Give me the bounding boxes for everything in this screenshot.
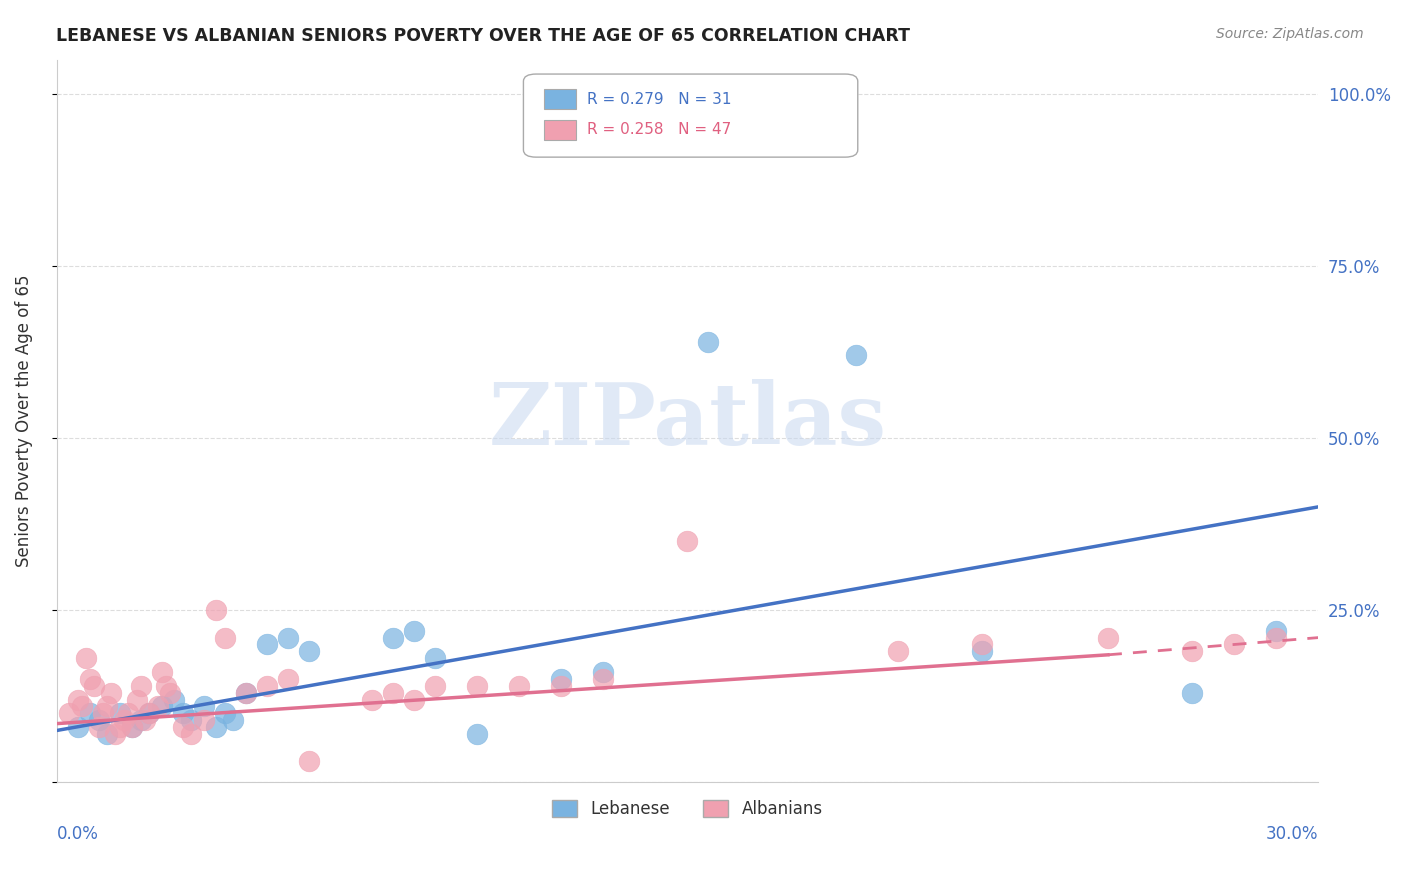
Point — [845, 349, 868, 363]
Point — [1265, 631, 1288, 645]
Point — [382, 631, 405, 645]
Point — [180, 727, 202, 741]
Point — [104, 727, 127, 741]
Point — [70, 699, 93, 714]
Point — [1097, 631, 1119, 645]
Point — [100, 686, 122, 700]
Point — [235, 686, 257, 700]
Point — [1181, 644, 1204, 658]
Point — [193, 713, 215, 727]
Point — [159, 686, 181, 700]
Point — [150, 699, 173, 714]
Point — [205, 603, 228, 617]
Legend: Lebanese, Albanians: Lebanese, Albanians — [546, 793, 830, 824]
Point — [91, 706, 114, 721]
Point — [550, 679, 572, 693]
Point — [256, 638, 278, 652]
Point — [58, 706, 80, 721]
Point — [1265, 624, 1288, 638]
Point — [75, 651, 97, 665]
Text: Source: ZipAtlas.com: Source: ZipAtlas.com — [1216, 27, 1364, 41]
Point — [172, 720, 194, 734]
Text: R = 0.279   N = 31: R = 0.279 N = 31 — [586, 92, 731, 107]
Point — [970, 644, 993, 658]
Text: LEBANESE VS ALBANIAN SENIORS POVERTY OVER THE AGE OF 65 CORRELATION CHART: LEBANESE VS ALBANIAN SENIORS POVERTY OVE… — [56, 27, 910, 45]
Point — [697, 334, 720, 349]
Point — [138, 706, 160, 721]
Text: 0.0%: 0.0% — [56, 825, 98, 844]
Point — [214, 706, 236, 721]
Point — [87, 713, 110, 727]
Point — [163, 692, 186, 706]
Point — [129, 713, 152, 727]
Point — [66, 692, 89, 706]
Point — [193, 699, 215, 714]
Point — [180, 713, 202, 727]
Y-axis label: Seniors Poverty Over the Age of 65: Seniors Poverty Over the Age of 65 — [15, 275, 32, 567]
Point — [108, 706, 131, 721]
Point — [550, 672, 572, 686]
Point — [404, 692, 426, 706]
Point — [96, 699, 118, 714]
Point — [112, 713, 135, 727]
Point — [1223, 638, 1246, 652]
Point — [96, 727, 118, 741]
Point — [214, 631, 236, 645]
Point — [361, 692, 384, 706]
Point — [129, 679, 152, 693]
Text: ZIPatlas: ZIPatlas — [488, 379, 886, 463]
Point — [508, 679, 530, 693]
Point — [277, 672, 299, 686]
Point — [592, 672, 614, 686]
FancyBboxPatch shape — [544, 89, 576, 110]
Point — [298, 644, 321, 658]
Point — [676, 534, 699, 549]
Point — [886, 644, 908, 658]
Point — [592, 665, 614, 679]
Point — [146, 699, 169, 714]
Point — [970, 638, 993, 652]
Point — [1181, 686, 1204, 700]
Point — [134, 713, 156, 727]
FancyBboxPatch shape — [544, 120, 576, 140]
Text: R = 0.258   N = 47: R = 0.258 N = 47 — [586, 122, 731, 137]
Point — [256, 679, 278, 693]
Point — [138, 706, 160, 721]
Point — [404, 624, 426, 638]
Point — [423, 679, 446, 693]
Point — [382, 686, 405, 700]
Point — [121, 720, 143, 734]
Point — [125, 692, 148, 706]
Point — [83, 679, 105, 693]
Point — [66, 720, 89, 734]
Text: 30.0%: 30.0% — [1265, 825, 1319, 844]
Point — [277, 631, 299, 645]
Point — [87, 720, 110, 734]
Point — [222, 713, 245, 727]
Point — [423, 651, 446, 665]
Point — [150, 665, 173, 679]
Point — [117, 706, 139, 721]
Point — [465, 727, 488, 741]
Point — [298, 755, 321, 769]
Point — [79, 672, 101, 686]
Point — [465, 679, 488, 693]
Point — [235, 686, 257, 700]
Point — [172, 706, 194, 721]
Point — [79, 706, 101, 721]
FancyBboxPatch shape — [523, 74, 858, 157]
Point — [108, 720, 131, 734]
Point — [121, 720, 143, 734]
Point — [205, 720, 228, 734]
Point — [155, 679, 177, 693]
